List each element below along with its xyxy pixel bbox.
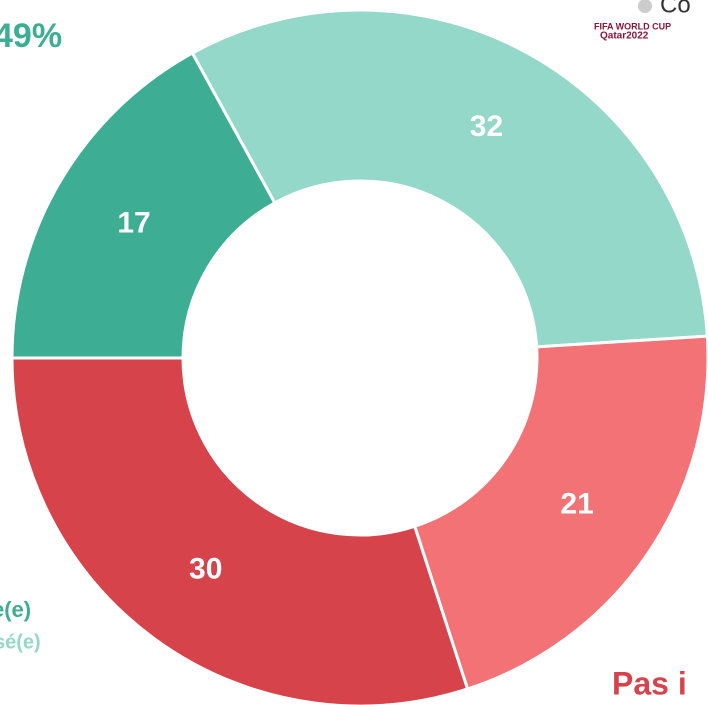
data-label: 17 xyxy=(117,206,150,239)
legend-fragment: 49% xyxy=(0,17,62,55)
donut-slice xyxy=(190,8,708,349)
logo-text: Qatar2022 xyxy=(600,31,649,42)
data-label: 21 xyxy=(560,487,593,520)
legend-fragment: sé(e) xyxy=(0,631,41,653)
data-label: 30 xyxy=(189,552,222,585)
data-label: 32 xyxy=(470,110,503,143)
donut-slice xyxy=(10,356,470,705)
logo-text: FIFA WORLD CUP xyxy=(594,21,671,31)
donut-slice xyxy=(10,51,277,360)
legend-fragment: e(e) xyxy=(0,597,31,622)
legend-fragment: Pas i xyxy=(612,665,687,701)
ball-icon xyxy=(638,0,652,13)
donut-slice xyxy=(412,334,708,691)
legend-fragment: Co xyxy=(660,0,691,18)
donut: 32 21 30 17 xyxy=(10,8,708,705)
